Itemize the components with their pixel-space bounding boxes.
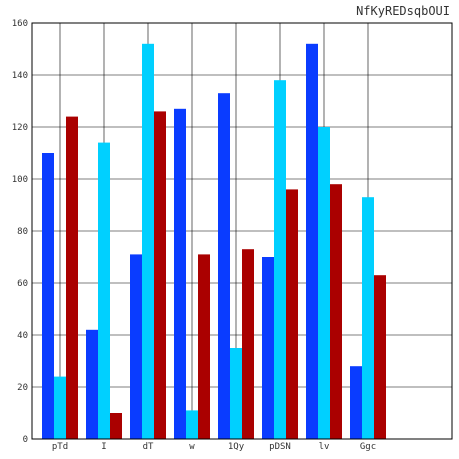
bar-Ggc-series1: [350, 366, 362, 439]
chart-title: NfKyREDsqbOUI: [356, 4, 450, 18]
bar-pTd-series3: [66, 116, 78, 439]
bar-pTd-series1: [42, 153, 54, 439]
y-tick-label: 20: [17, 383, 28, 393]
bar-Ggc-series2: [362, 197, 374, 439]
bar-1Qy-series1: [218, 93, 230, 439]
bar-lv-series3: [330, 184, 342, 439]
bar-pDSN-series2: [274, 80, 286, 439]
y-tick-label: 60: [17, 279, 28, 289]
bar-1Qy-series2: [230, 348, 242, 439]
y-tick-label: 100: [12, 175, 28, 185]
x-tick-label: pTd: [52, 442, 68, 452]
x-tick-label: dT: [143, 442, 154, 452]
bar-Ggc-series3: [374, 275, 386, 439]
bar-dT-series1: [130, 254, 142, 439]
x-tick-label: 1Qy: [228, 442, 245, 452]
y-tick-label: 140: [12, 71, 28, 81]
y-tick-labels: 0 20 40 60 80 100 120 140 160: [12, 19, 28, 445]
x-tick-label: Ggc: [360, 442, 376, 452]
bar-I-series2: [98, 142, 110, 439]
bar-1Qy-series3: [242, 249, 254, 439]
bar-w-series1: [174, 108, 186, 440]
y-tick-label: 160: [12, 19, 28, 29]
bar-lv-series2: [318, 127, 330, 439]
bar-I-series1: [86, 329, 98, 439]
x-tick-label: w: [189, 442, 195, 452]
plot-frame: [31, 22, 453, 440]
bar-w-series3: [198, 254, 210, 439]
y-tick-label: 80: [17, 227, 28, 237]
x-tick-label: lv: [319, 442, 330, 452]
bar-dT-series2: [142, 43, 154, 440]
y-tick-label: 40: [17, 331, 28, 341]
bars-layer: [42, 43, 386, 440]
axis-layer: [31, 22, 453, 440]
bar-pTd-series2: [54, 376, 66, 439]
x-tick-label: I: [101, 442, 106, 452]
bar-w-series2: [186, 410, 198, 439]
bar-I-series3: [110, 413, 122, 439]
bar-pDSN-series1: [262, 257, 274, 439]
bar-pDSN-series3: [286, 189, 298, 439]
bar-dT-series3: [154, 111, 166, 440]
bar-lv-series1: [306, 43, 318, 440]
x-tick-label: pDSN: [269, 442, 291, 452]
y-tick-label: 0: [23, 435, 28, 445]
y-tick-label: 120: [12, 123, 28, 133]
